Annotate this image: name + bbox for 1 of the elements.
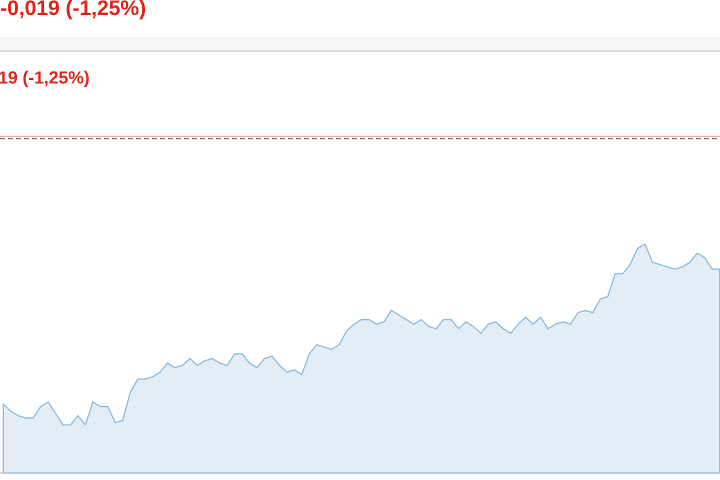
text: -0,019 (-1,25%) bbox=[1, 0, 146, 20]
